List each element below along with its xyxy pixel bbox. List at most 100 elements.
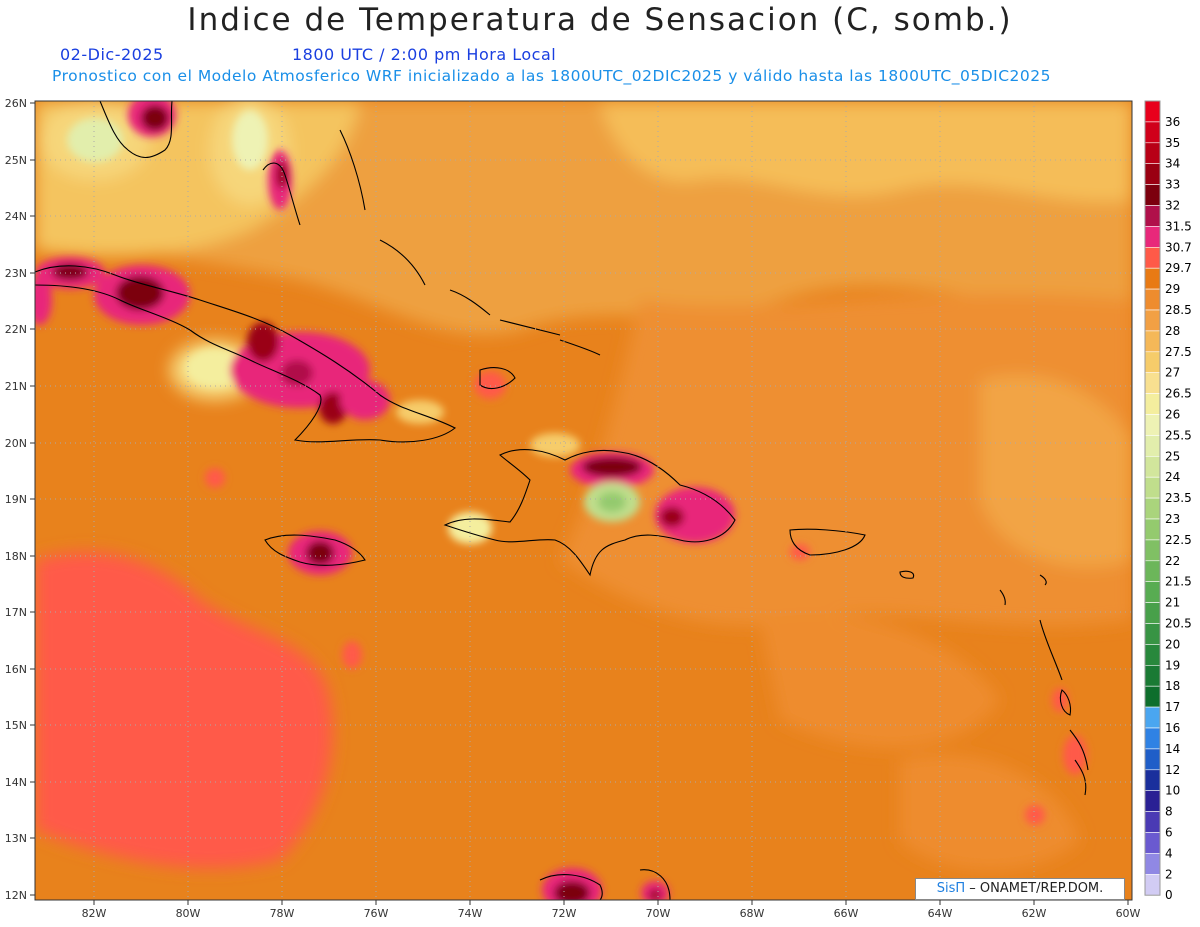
- colorbar-label: 34: [1165, 157, 1180, 171]
- lon-label: 64W: [928, 907, 953, 920]
- colorbar-swatch: [1144, 163, 1161, 185]
- colorbar-label: 28: [1165, 324, 1180, 338]
- lat-label: 24N: [5, 210, 27, 223]
- colorbar-swatch: [1144, 267, 1161, 290]
- colorbar-label: 32: [1165, 199, 1180, 213]
- colorbar-swatch: [1144, 142, 1161, 165]
- colorbar-swatch: [1144, 873, 1161, 896]
- colorbar-label: 14: [1165, 742, 1180, 756]
- lon-axis: 82W 80W 78W 76W 74W 72W 70W 68W 66W 64W …: [82, 907, 1141, 920]
- lon-label: 66W: [834, 907, 859, 920]
- colorbar-label: 18: [1165, 679, 1180, 693]
- lat-label: 23N: [5, 267, 27, 280]
- lat-label: 17N: [5, 606, 27, 619]
- lat-axis: 26N 25N 24N 23N 22N 21N 20N 19N 18N 17N …: [5, 97, 27, 902]
- colorbar-swatch: [1144, 121, 1161, 144]
- colorbar-swatch: [1144, 685, 1161, 708]
- colorbar-label: 16: [1165, 721, 1180, 735]
- colorbar-label: 27: [1165, 366, 1180, 380]
- map-title: Indice de Temperatura de Sensacion (C, s…: [187, 2, 1013, 38]
- lon-label: 68W: [740, 907, 765, 920]
- lat-label: 20N: [5, 437, 27, 450]
- colorbar-label: 27.5: [1165, 345, 1192, 359]
- lat-label: 26N: [5, 97, 27, 110]
- colorbar-label: 30.7: [1165, 240, 1192, 254]
- lat-ticks: [30, 102, 35, 896]
- colorbar-label: 0: [1165, 888, 1173, 902]
- colorbar-swatch: [1144, 247, 1161, 269]
- lat-label: 21N: [5, 380, 27, 393]
- lon-label: 76W: [364, 907, 389, 920]
- lon-label: 72W: [552, 907, 577, 920]
- colorbar-swatch: [1144, 769, 1161, 791]
- colorbar-swatch: [1144, 644, 1161, 666]
- colorbar-label: 28.5: [1165, 303, 1192, 317]
- credit-text: – ONAMET/REP.DOM.: [969, 881, 1104, 896]
- colorbar-swatch: [1144, 497, 1161, 520]
- colorbar-swatch: [1144, 727, 1161, 750]
- colorbar-swatch: [1144, 309, 1161, 332]
- colorbar-label: 4: [1165, 846, 1173, 860]
- lon-label: 82W: [82, 907, 107, 920]
- colorbar-swatch: [1144, 539, 1161, 562]
- colorbar-swatch: [1144, 351, 1161, 373]
- colorbar-label: 29.7: [1165, 261, 1192, 275]
- colorbar-swatch: [1144, 560, 1161, 582]
- colorbar-label: 22: [1165, 554, 1180, 568]
- colorbar-swatch: [1144, 393, 1161, 415]
- lat-label: 14N: [5, 776, 27, 789]
- colorbar-swatch: [1144, 623, 1161, 645]
- colorbar-label: 25: [1165, 449, 1180, 463]
- colorbar-label: 36: [1165, 115, 1180, 129]
- forecast-date: 02-Dic-2025: [60, 45, 164, 64]
- lon-label: 74W: [458, 907, 483, 920]
- coastlines: [35, 101, 1089, 900]
- colorbar-label: 26: [1165, 408, 1180, 422]
- lat-label: 12N: [5, 889, 27, 902]
- temperature-field: [35, 101, 1132, 900]
- colorbar-label: 20.5: [1165, 617, 1192, 631]
- lon-label: 60W: [1116, 907, 1141, 920]
- lat-label: 13N: [5, 832, 27, 845]
- colorbar-swatch: [1144, 455, 1161, 478]
- colorbar-swatch: [1144, 706, 1161, 729]
- colorbar-swatch: [1144, 581, 1161, 603]
- lon-label: 62W: [1022, 907, 1047, 920]
- colorbar-swatch: [1144, 184, 1161, 206]
- lat-label: 19N: [5, 493, 27, 506]
- forecast-time: 1800 UTC / 2:00 pm Hora Local: [292, 45, 557, 64]
- colorbar-frame: [1144, 100, 1161, 896]
- colorbar-label: 22.5: [1165, 533, 1192, 547]
- colorbar-swatch: [1144, 372, 1161, 394]
- lon-label: 80W: [176, 907, 201, 920]
- colorbar-label: 19: [1165, 658, 1180, 672]
- credit-box: SisΠ – ONAMET/REP.DOM.: [915, 878, 1125, 900]
- colorbar-label: 33: [1165, 178, 1180, 192]
- colorbar: 363534333231.530.729.72928.52827.52726.5…: [1144, 100, 1192, 902]
- colorbar-label: 12: [1165, 763, 1180, 777]
- lon-ticks: [93, 900, 1129, 905]
- brand-logo: SisΠ: [936, 881, 966, 896]
- colorbar-label: 23: [1165, 512, 1180, 526]
- colorbar-swatch: [1144, 414, 1161, 436]
- colorbar-label: 10: [1165, 784, 1180, 798]
- lat-label: 15N: [5, 719, 27, 732]
- colorbar-label: 31.5: [1165, 219, 1192, 233]
- lat-label: 18N: [5, 550, 27, 563]
- colorbar-label: 17: [1165, 700, 1180, 714]
- colorbar-label: 35: [1165, 136, 1180, 150]
- colorbar-swatch: [1144, 226, 1161, 248]
- colorbar-swatch: [1144, 853, 1161, 875]
- colorbar-swatch: [1144, 330, 1161, 353]
- graticule: [35, 101, 1132, 900]
- colorbar-swatch: [1144, 790, 1161, 812]
- colorbar-swatch: [1144, 205, 1161, 227]
- colorbar-swatch: [1144, 100, 1161, 123]
- colorbar-label: 29: [1165, 282, 1180, 296]
- lat-label: 22N: [5, 323, 27, 336]
- colorbar-swatch: [1144, 476, 1161, 499]
- colorbar-swatch: [1144, 435, 1161, 457]
- lat-label: 16N: [5, 663, 27, 676]
- colorbar-label: 20: [1165, 637, 1180, 651]
- colorbar-swatch: [1144, 518, 1161, 541]
